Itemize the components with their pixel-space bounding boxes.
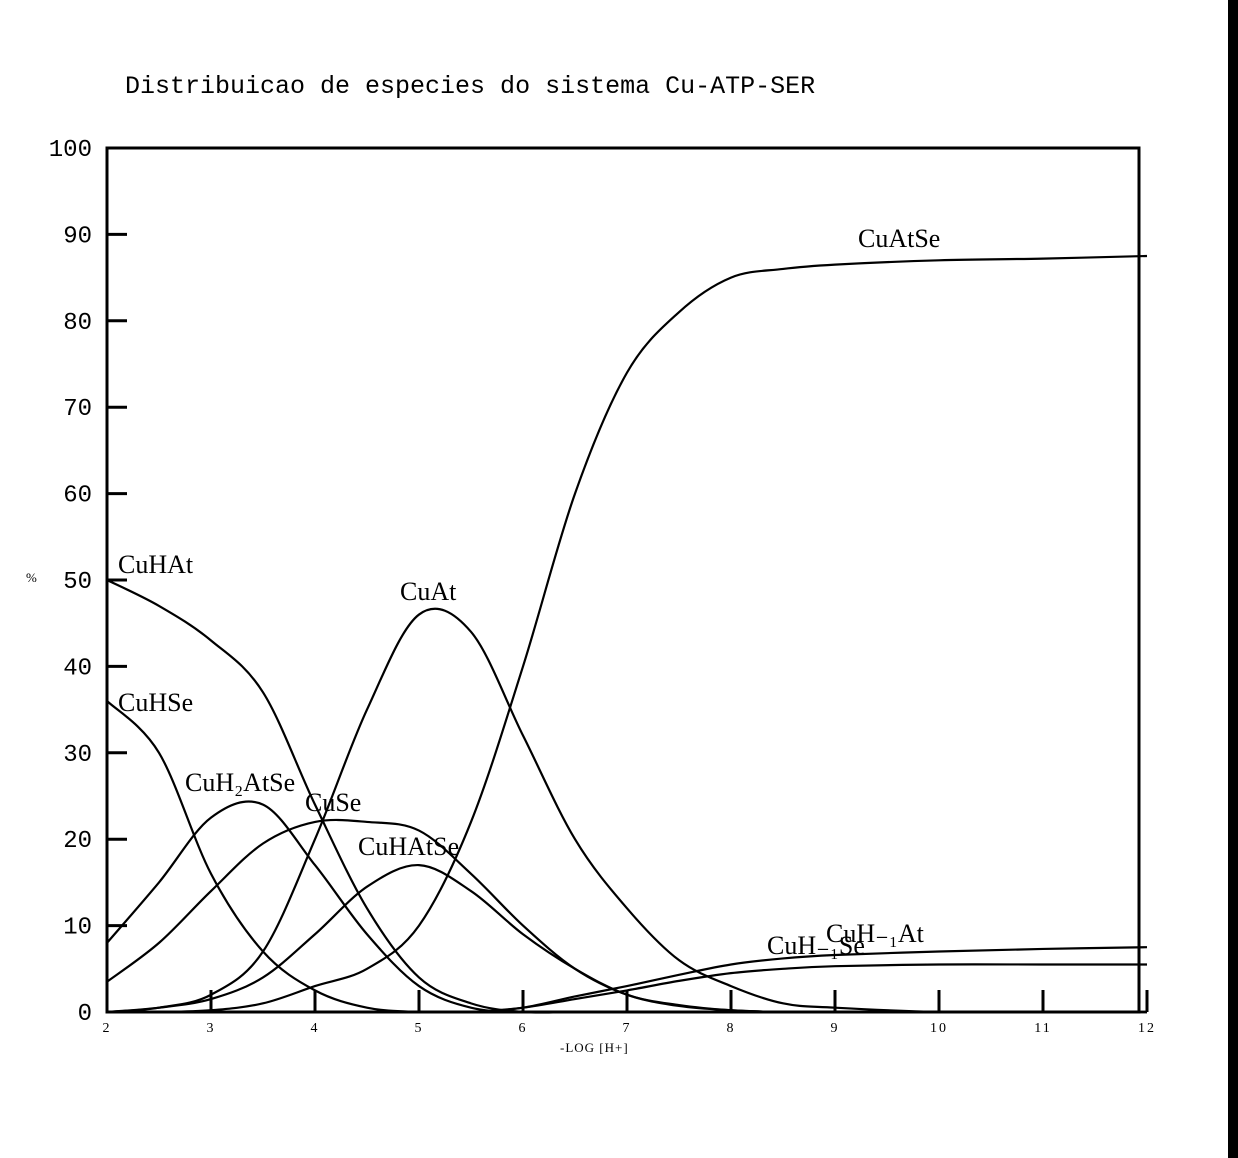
series-label: CuHAtSe — [358, 832, 459, 861]
x-tick-label: 12 — [1138, 1021, 1156, 1036]
y-axis-label: % — [26, 570, 38, 585]
y-tick-label: 30 — [63, 742, 92, 769]
y-tick-label: 50 — [63, 569, 92, 596]
x-tick-label: 8 — [727, 1021, 736, 1036]
y-tick-label: 80 — [63, 310, 92, 337]
x-tick-label: 4 — [311, 1021, 320, 1036]
series-label: CuAtSe — [858, 224, 940, 253]
x-tick-label: 7 — [623, 1021, 632, 1036]
chart-title: Distribuicao de especies do sistema Cu-A… — [125, 72, 815, 101]
x-tick-label: 9 — [831, 1021, 840, 1036]
series-labels: CuHAt CuHSe CuH₂AtSe CuSe CuHAtSe CuAt CuAtSe C… — [118, 224, 940, 960]
x-axis: 2 3 4 5 6 7 8 9 10 11 12 — [103, 990, 1156, 1036]
scan-edge — [1228, 0, 1238, 1158]
y-axis: 0 10 20 30 40 50 60 70 80 90 100 — [49, 137, 127, 1028]
y-tick-label: 10 — [63, 915, 92, 942]
plot-frame — [105, 146, 1141, 1014]
y-tick-label: 40 — [63, 655, 92, 682]
y-tick-label: 60 — [63, 483, 92, 510]
x-tick-label: 11 — [1034, 1021, 1051, 1036]
series-curve-1 — [106, 700, 1147, 1014]
x-tick-label: 2 — [103, 1021, 112, 1036]
series-label: CuH₂AtSe — [185, 768, 295, 797]
x-tick-label: 6 — [519, 1021, 528, 1036]
series-curve-5 — [106, 607, 1147, 1014]
series-label: CuH₋₁At — [826, 919, 925, 948]
series-label: CuAt — [400, 577, 457, 606]
x-axis-label: -LOG [H+] — [560, 1040, 629, 1055]
y-tick-label: 70 — [63, 396, 92, 423]
x-tick-label: 5 — [415, 1021, 424, 1036]
y-tick-label: 90 — [63, 223, 92, 250]
series-label: CuSe — [305, 788, 361, 817]
y-tick-label: 0 — [78, 1001, 92, 1028]
x-tick-label: 10 — [930, 1021, 948, 1036]
series-label: CuH₋₁Se — [767, 931, 865, 960]
series-label: CuHSe — [118, 688, 193, 717]
series-curves — [106, 254, 1148, 1014]
x-tick-label: 3 — [207, 1021, 216, 1036]
series-label: CuHAt — [118, 550, 194, 579]
y-tick-label: 100 — [49, 137, 92, 164]
series-curve-6 — [106, 254, 1148, 1014]
y-tick-label: 20 — [63, 828, 92, 855]
series-curve-3 — [106, 818, 1147, 1014]
series-curve-8 — [107, 963, 1147, 1014]
